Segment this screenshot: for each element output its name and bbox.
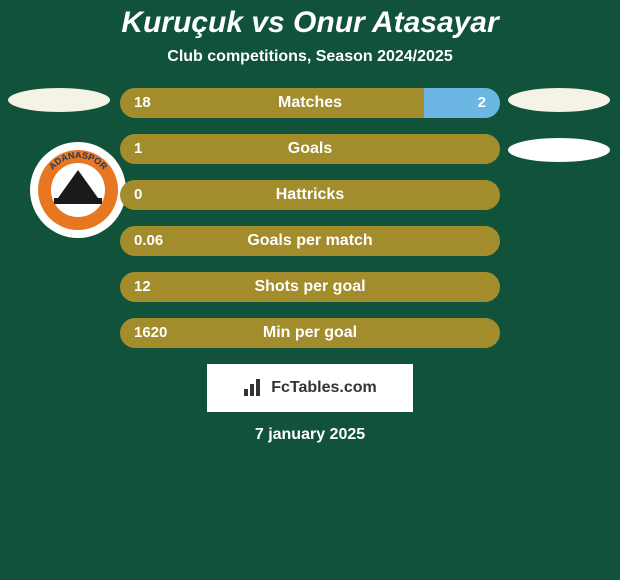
- metric-bar-right: [424, 88, 500, 118]
- metric-value-left: 18: [134, 88, 151, 118]
- metric-row: 12Shots per goal: [120, 272, 500, 302]
- metric-value-left: 12: [134, 272, 151, 302]
- metric-bar-left: [120, 272, 500, 302]
- metric-bar-left: [120, 318, 500, 348]
- comparison-bars: 182Matches1Goals0Hattricks0.06Goals per …: [120, 88, 500, 348]
- date: 7 january 2025: [0, 426, 620, 444]
- left-player-column: ADANASPOR: [8, 88, 110, 138]
- metric-row: 1Goals: [120, 134, 500, 164]
- metric-row: 1620Min per goal: [120, 318, 500, 348]
- metric-bar-left: [120, 134, 500, 164]
- metric-row: 182Matches: [120, 88, 500, 118]
- metric-bar-left: [120, 180, 500, 210]
- attribution-text: FcTables.com: [271, 379, 377, 397]
- metric-row: 0Hattricks: [120, 180, 500, 210]
- metric-value-right: 2: [478, 88, 486, 118]
- metric-value-left: 1: [134, 134, 142, 164]
- left-club-badge: ADANASPOR: [28, 140, 128, 240]
- comparison-infographic: Kuruçuk vs Onur Atasayar Club competitio…: [0, 0, 620, 580]
- right-club-placeholder: [508, 138, 610, 162]
- metric-bar-left: [120, 88, 424, 118]
- right-photo-placeholder: [508, 88, 610, 112]
- subtitle: Club competitions, Season 2024/2025: [0, 48, 620, 66]
- page-title: Kuruçuk vs Onur Atasayar: [0, 0, 620, 40]
- metric-value-left: 0.06: [134, 226, 163, 256]
- left-photo-placeholder: [8, 88, 110, 112]
- metric-value-left: 0: [134, 180, 142, 210]
- metric-value-left: 1620: [134, 318, 167, 348]
- attribution-badge: FcTables.com: [207, 364, 413, 412]
- bars-icon: [243, 379, 265, 397]
- metric-bar-left: [120, 226, 500, 256]
- right-player-column: [508, 88, 610, 188]
- content: ADANASPOR 182Matches1Goals0Hattricks0.06…: [0, 88, 620, 444]
- metric-row: 0.06Goals per match: [120, 226, 500, 256]
